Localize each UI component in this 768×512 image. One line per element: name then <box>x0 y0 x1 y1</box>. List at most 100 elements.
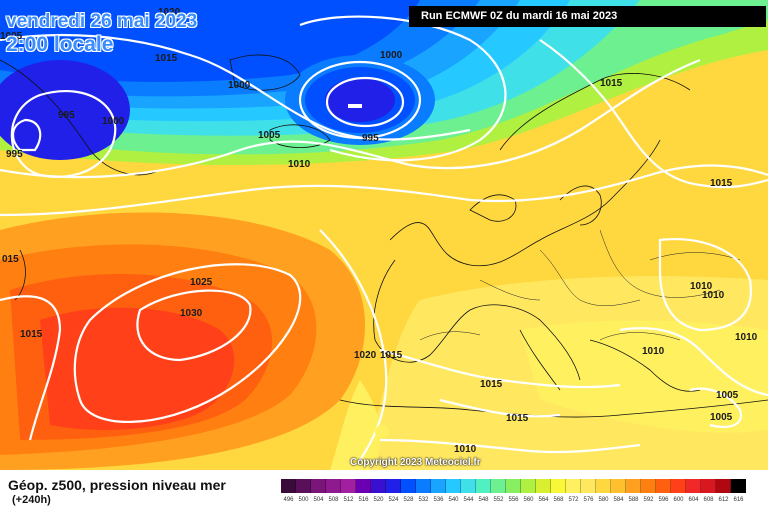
scale-tick-label: 616 <box>733 497 744 503</box>
isobar-label-edge-015: 015 <box>2 254 19 265</box>
scale-swatch <box>521 479 536 493</box>
scale-tick-label: 572 <box>568 497 579 503</box>
scale-tick-label: 520 <box>373 497 384 503</box>
country-borders <box>419 229 741 341</box>
scale-tick-label: 496 <box>283 497 294 503</box>
isobar-label-azores-1030: 1030 <box>180 308 203 319</box>
scale-tick-label: 560 <box>523 497 534 503</box>
scale-tick-label: 600 <box>673 497 684 503</box>
scale-swatch <box>686 479 701 493</box>
scale-swatch <box>476 479 491 493</box>
isobar-labels: 1015 1000 995 1005 1010 1000 995 1000 99… <box>0 7 758 455</box>
scale-tick-label: 564 <box>538 497 549 503</box>
isobar-label-norway-1015: 1015 <box>600 78 623 89</box>
scale-swatch <box>431 479 446 493</box>
scale-swatch <box>701 479 716 493</box>
ridge-band-600 <box>40 307 235 430</box>
low-center-marker <box>348 104 362 108</box>
isobar-label-top-left-1005: 1005 <box>0 31 23 42</box>
scale-swatch <box>581 479 596 493</box>
isobar-label-iberia-1020: 1020 <box>354 350 377 361</box>
color-scale-labels: 496 500 504 508 512 516 520 524 528 532 536 540 544 5… <box>281 497 746 503</box>
color-scale <box>281 479 746 493</box>
scale-tick-label: 524 <box>388 497 399 503</box>
isobar-label-iceland-1010: 1010 <box>288 159 311 170</box>
isobar-label-russia-1015: 1015 <box>710 178 733 189</box>
legend-bar: Géop. z500, pression niveau mer (+240h) … <box>0 470 768 512</box>
scale-swatch <box>461 479 476 493</box>
forecast-local-time: 2:00 locale <box>6 33 114 56</box>
scale-swatch <box>596 479 611 493</box>
scale-swatch <box>716 479 731 493</box>
scale-swatch <box>416 479 431 493</box>
isobar-label-turkey-1005a: 1005 <box>716 390 739 401</box>
scale-swatch <box>566 479 581 493</box>
scale-swatch <box>281 479 296 493</box>
scale-swatch <box>536 479 551 493</box>
scale-tick-label: 592 <box>643 497 654 503</box>
scale-swatch <box>656 479 671 493</box>
isobar-label-center-1000: 1000 <box>380 50 403 61</box>
scale-tick-label: 516 <box>358 497 369 503</box>
isobar-label-sahara-1010: 1010 <box>454 444 477 455</box>
forecast-date: vendredi 26 mai 2023 <box>6 11 198 32</box>
isobars <box>0 15 768 461</box>
scale-tick-label: 556 <box>508 497 519 503</box>
copyright-text: Copyright 2023 Meteociel.fr <box>350 457 481 468</box>
isobar-label-med-1015: 1015 <box>480 379 503 390</box>
scale-tick-label: 528 <box>403 497 414 503</box>
west-low-core <box>0 60 130 160</box>
isobar-label-ukraine-1010b: 1010 <box>702 290 725 301</box>
legend-subtitle: (+240h) <box>12 494 51 506</box>
scale-tick-label: 532 <box>418 497 429 503</box>
geopotential-map: 1015 1000 995 1005 1010 1000 995 1000 99… <box>0 0 768 470</box>
isobar-label-west-1000: 1000 <box>102 116 125 127</box>
isobar-label-far-west-995: 995 <box>6 149 23 160</box>
z500-band-576 <box>520 320 768 433</box>
scale-swatch <box>446 479 461 493</box>
scale-swatch <box>356 479 371 493</box>
scale-tick-label: 548 <box>478 497 489 503</box>
scale-swatch <box>731 479 746 493</box>
isobar-label-africa-1015: 1015 <box>506 413 529 424</box>
isobar-label-east-1010: 1010 <box>735 332 758 343</box>
run-info-banner: Run ECMWF 0Z du mardi 16 mai 2023 <box>409 6 766 27</box>
legend-title: Géop. z500, pression niveau mer <box>8 477 226 493</box>
scale-tick-label: 588 <box>628 497 639 503</box>
isobar-label-azores-1025: 1025 <box>190 277 213 288</box>
isobar-label-balkan-1010: 1010 <box>642 346 665 357</box>
heat-spot <box>375 425 389 439</box>
scale-swatch <box>341 479 356 493</box>
scale-tick-label: 596 <box>658 497 669 503</box>
scale-tick-label: 576 <box>583 497 594 503</box>
isobar-label-low-995: 995 <box>362 133 379 144</box>
isobar-label-greenland-1000: 1000 <box>228 80 251 91</box>
isobar-label-greenland-995: 995 <box>58 110 75 121</box>
scale-swatch <box>326 479 341 493</box>
scale-tick-label: 508 <box>328 497 339 503</box>
scale-swatch <box>491 479 506 493</box>
scale-tick-label: 568 <box>553 497 564 503</box>
scale-swatch <box>506 479 521 493</box>
scale-swatch <box>371 479 386 493</box>
scale-tick-label: 604 <box>688 497 699 503</box>
low-center-core <box>325 78 395 122</box>
isobar-label-iceland-1005: 1005 <box>258 130 281 141</box>
scale-tick-label: 584 <box>613 497 624 503</box>
scale-tick-label: 536 <box>433 497 444 503</box>
isobar-label-atlantic-1015: 1015 <box>20 329 43 340</box>
scale-tick-label: 504 <box>313 497 324 503</box>
scale-tick-label: 512 <box>343 497 354 503</box>
isobar-label-iberia-1015: 1015 <box>380 350 403 361</box>
scale-swatch <box>671 479 686 493</box>
scale-tick-label: 608 <box>703 497 714 503</box>
scale-swatch <box>551 479 566 493</box>
isobar-label-nw-1015: 1015 <box>155 53 178 64</box>
scale-tick-label: 544 <box>463 497 474 503</box>
scale-swatch <box>386 479 401 493</box>
scale-swatch <box>626 479 641 493</box>
scale-tick-label: 540 <box>448 497 459 503</box>
isobar-label-turkey-1005b: 1005 <box>710 412 733 423</box>
scale-tick-label: 552 <box>493 497 504 503</box>
